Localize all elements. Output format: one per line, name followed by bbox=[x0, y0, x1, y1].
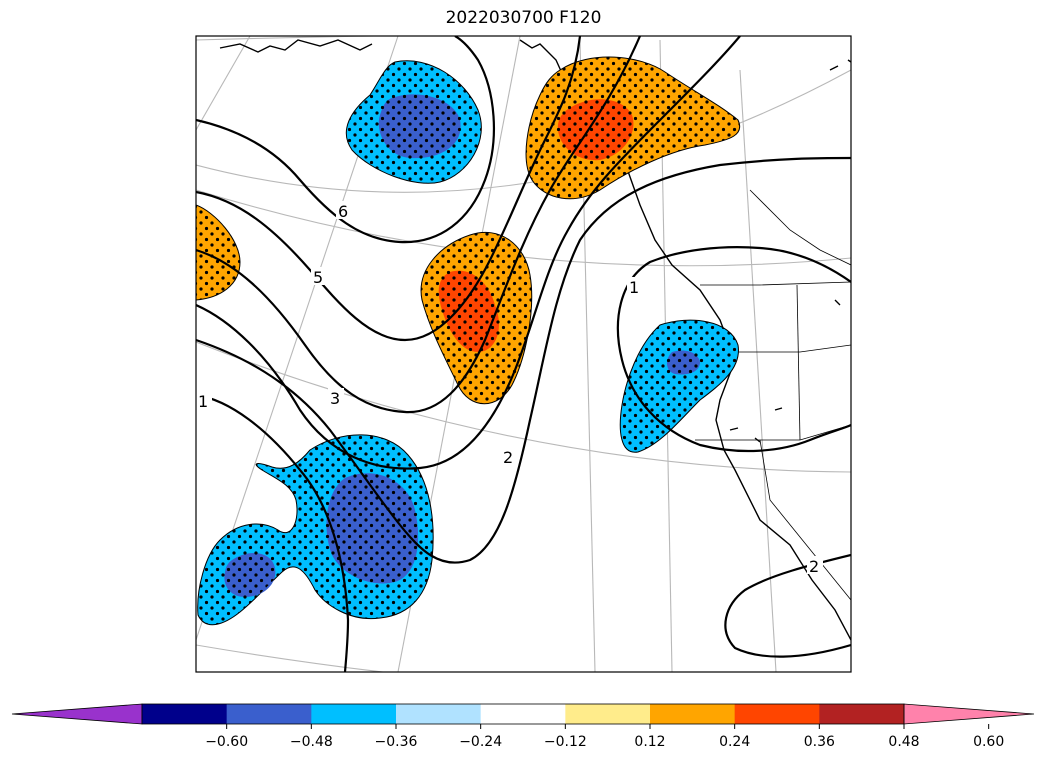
contour-lines bbox=[196, 36, 851, 672]
map-panel: 6 5 3 1 2 1 2 bbox=[196, 36, 851, 672]
colorbar-segment bbox=[311, 704, 397, 724]
contour-3 bbox=[196, 36, 741, 470]
contour-label-2: 2 bbox=[503, 448, 513, 467]
map-title: 2022030700 F120 bbox=[445, 8, 602, 28]
colorbar-tick-label: −0.48 bbox=[290, 734, 333, 750]
contour-label-1-left: 1 bbox=[198, 392, 208, 411]
colorbar-tick-label: −0.24 bbox=[459, 734, 502, 750]
contour-label-2-south: 2 bbox=[809, 557, 819, 576]
colorbar: −0.60 −0.48 −0.36 −0.24 −0.12 0.12 0.24 0.36 0.4… bbox=[11, 703, 1035, 750]
contour-1-left bbox=[196, 393, 350, 672]
colorbar-outline bbox=[141, 703, 905, 725]
contour-label-1-right: 1 bbox=[629, 278, 639, 297]
contour-labels: 6 5 3 1 2 1 2 bbox=[196, 201, 823, 576]
colorbar-tick-label: 0.24 bbox=[719, 734, 750, 750]
contour-4 bbox=[196, 36, 642, 414]
colorbar-tick-label: 0.48 bbox=[888, 734, 919, 750]
colorbar-segment bbox=[650, 704, 736, 724]
contour-2-south bbox=[724, 553, 851, 658]
colorbar-segment bbox=[565, 704, 651, 724]
contour-label-3: 3 bbox=[330, 389, 340, 408]
contour-1-right bbox=[616, 246, 851, 453]
colorbar-extend-high bbox=[903, 703, 1035, 725]
contour-label-6: 6 bbox=[338, 202, 348, 221]
map-frame bbox=[195, 35, 852, 673]
colorbar-tick-label: 0.60 bbox=[973, 734, 1004, 750]
colorbar-tick-label: −0.36 bbox=[375, 734, 418, 750]
colorbar-tick-label: 0.36 bbox=[804, 734, 835, 750]
colorbar-tick-label: 0.12 bbox=[634, 734, 665, 750]
colorbar-segment bbox=[142, 704, 228, 724]
colorbar-segment bbox=[734, 704, 820, 724]
colorbar-extend-low bbox=[11, 703, 143, 725]
colorbar-segment bbox=[480, 704, 566, 724]
colorbar-segment bbox=[396, 704, 482, 724]
contour-6 bbox=[196, 36, 496, 244]
colorbar-segment bbox=[226, 704, 312, 724]
contour-2 bbox=[196, 156, 851, 564]
contour-5 bbox=[196, 36, 582, 342]
colorbar-tick-label: −0.60 bbox=[205, 734, 248, 750]
colorbar-tick-label: −0.12 bbox=[544, 734, 587, 750]
colorbar-segment bbox=[819, 704, 905, 724]
contour-label-5: 5 bbox=[313, 268, 323, 287]
